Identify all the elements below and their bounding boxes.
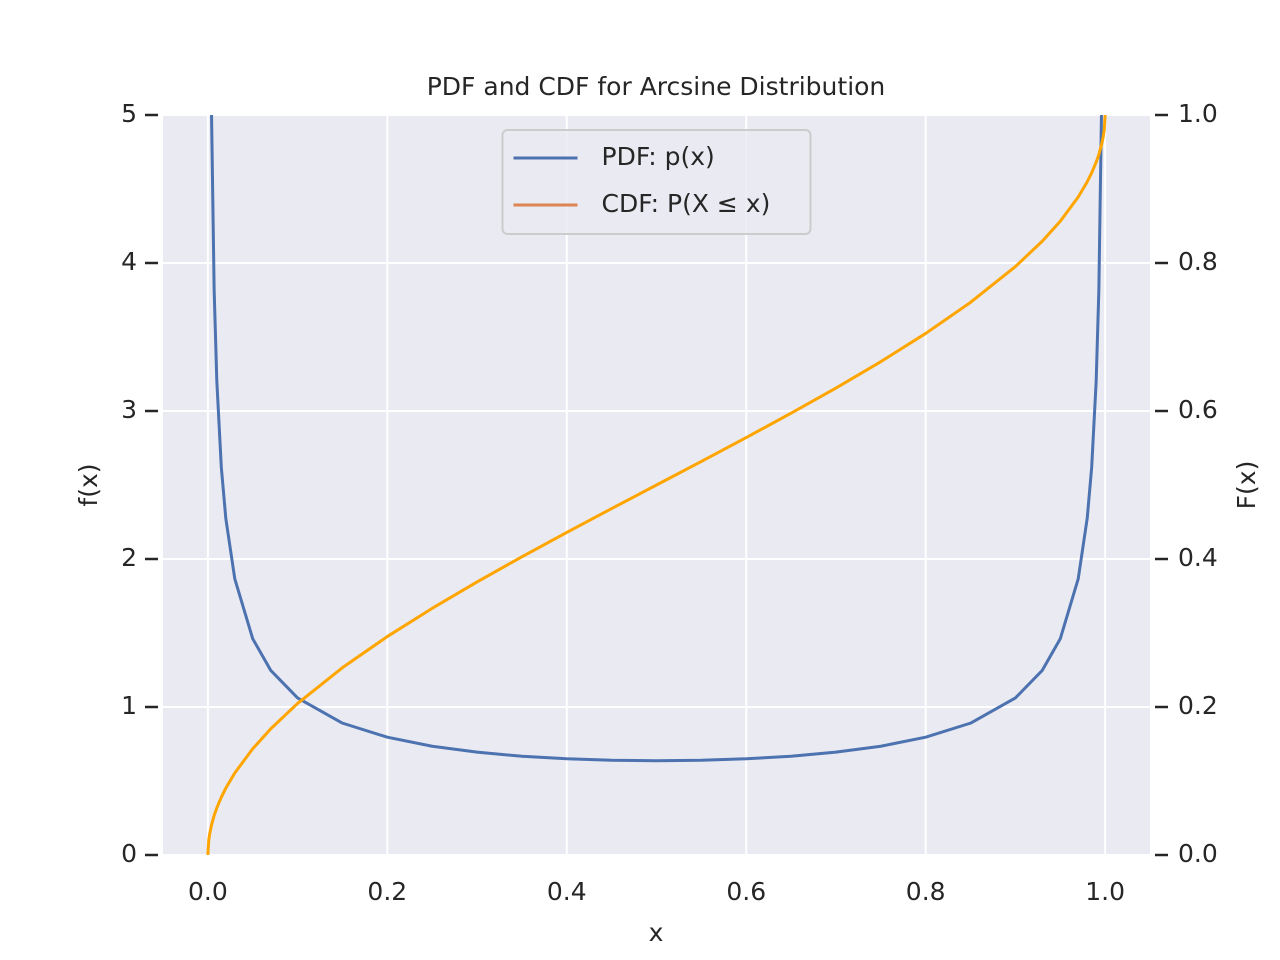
y-tick-label: 4	[121, 247, 137, 276]
y-tick-label: 3	[121, 395, 137, 424]
y2-tick-label: 0.0	[1178, 839, 1218, 868]
y2-tick-label: 1.0	[1178, 99, 1218, 128]
legend-label: CDF: P(X ≤ x)	[602, 189, 771, 218]
y2-axis-label: F(x)	[1232, 461, 1261, 510]
legend-box	[501, 129, 812, 235]
x-tick-label: 0.8	[906, 877, 946, 906]
y2-tick-label: 0.4	[1178, 543, 1218, 572]
plot-area	[206, 115, 1107, 855]
y-tick-label: 2	[121, 543, 137, 572]
x-tick-label: 0.4	[547, 877, 587, 906]
y-tick-label: 5	[121, 99, 137, 128]
legend-label: PDF: p(x)	[602, 142, 715, 171]
x-tick-label: 0.2	[367, 877, 407, 906]
chart-title: PDF and CDF for Arcsine Distribution	[427, 72, 886, 101]
series-line	[206, 115, 1107, 855]
y-tick-label: 1	[121, 691, 137, 720]
x-tick-label: 0.0	[188, 877, 228, 906]
x-axis-label: x	[649, 918, 664, 947]
x-tick-label: 1.0	[1085, 877, 1125, 906]
y2-tick-label: 0.2	[1178, 691, 1218, 720]
x-tick-label: 0.6	[726, 877, 766, 906]
y-axis-label: f(x)	[74, 463, 103, 506]
y-tick-label: 0	[121, 839, 137, 868]
y2-tick-label: 0.6	[1178, 395, 1218, 424]
y2-tick-label: 0.8	[1178, 247, 1218, 276]
series-line	[210, 115, 1103, 763]
